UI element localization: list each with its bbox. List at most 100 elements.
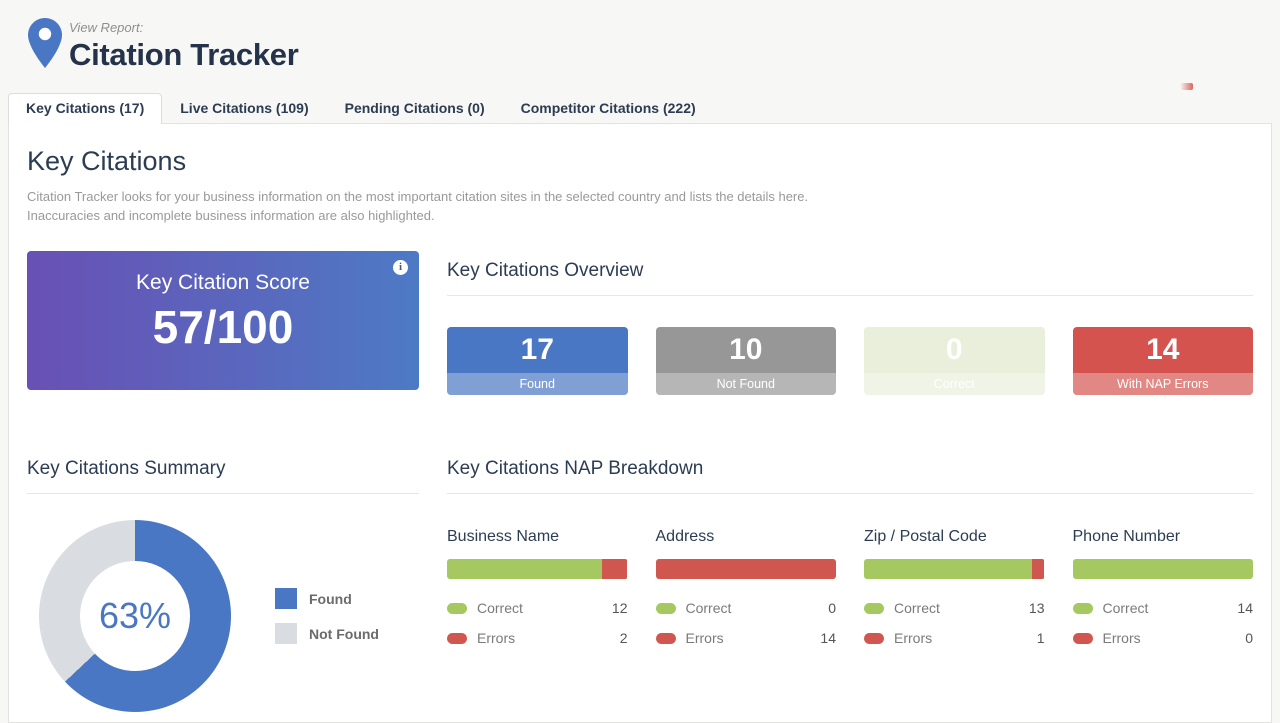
correct-row: Correct 0 — [655, 593, 836, 623]
nap-column: Business Name Correct 12 — [447, 528, 628, 653]
stat-card: 0 Correct — [864, 327, 1045, 395]
errors-value: 14 — [820, 630, 836, 646]
tab-label: Pending Citations (0) — [344, 100, 485, 116]
nap-column: Address Correct 0 — [655, 528, 836, 653]
correct-label: Correct — [685, 600, 732, 616]
tab-label: Competitor Citations (222) — [520, 100, 696, 116]
stat-card: 10 Not Found — [655, 327, 836, 395]
errors-row: Errors 1 — [864, 623, 1045, 653]
stat-card: 17 Found — [447, 327, 628, 395]
score-card-value: 57/100 — [152, 301, 294, 353]
correct-pill-icon — [447, 602, 467, 614]
errors-row: Errors 0 — [1072, 623, 1253, 653]
bar-correct-segment — [1072, 559, 1253, 579]
tab-label: Key Citations (17) — [26, 100, 145, 116]
correct-row: Correct 14 — [1072, 593, 1253, 623]
score-card-label: Key Citation Score — [136, 271, 310, 294]
legend-item: Found — [275, 588, 379, 609]
bar-correct-segment — [864, 559, 1032, 579]
report-tab[interactable]: Live Citations (109) — [162, 93, 326, 123]
errors-label: Errors — [685, 630, 724, 646]
donut-hole: 63% — [80, 561, 190, 671]
stat-value: 10 — [729, 333, 763, 366]
nap-stacked-bar — [447, 559, 628, 579]
correct-pill-icon — [864, 602, 884, 614]
errors-value: 0 — [1245, 630, 1253, 646]
nap-column-title: Business Name — [447, 528, 560, 545]
top-row: i Key Citation Score 57/100 Key Citation… — [27, 251, 1253, 395]
correct-value: 0 — [828, 600, 836, 616]
report-tab[interactable]: Key Citations (17) — [8, 93, 163, 124]
nap-column-title: Phone Number — [1072, 528, 1181, 545]
errors-pill-icon — [655, 632, 676, 644]
report-panel: Key Citations Citation Tracker looks for… — [8, 123, 1272, 723]
correct-pill-icon — [655, 602, 676, 614]
nap-column: Phone Number Correct 14 — [1072, 528, 1253, 653]
overview-stat-cards: 17 Found 10 Not Found 0 Correct — [447, 327, 1253, 395]
errors-label: Errors — [1102, 630, 1141, 646]
stat-label: Correct — [864, 373, 1045, 395]
key-citations-description: Citation Tracker looks for your business… — [27, 189, 809, 223]
bar-errors-segment — [1031, 559, 1045, 579]
errors-label: Errors — [477, 630, 516, 646]
correct-row: Correct 12 — [447, 593, 628, 623]
stat-label: Not Found — [655, 373, 836, 395]
donut-percent-label: 63% — [98, 595, 172, 636]
stat-value: 17 — [520, 333, 554, 366]
page-title: Citation Tracker — [69, 37, 299, 72]
key-citation-score-card: i Key Citation Score 57/100 — [27, 251, 419, 390]
errors-row: Errors 14 — [655, 623, 836, 653]
nap-column-title: Zip / Postal Code — [864, 528, 987, 545]
bar-errors-segment — [655, 559, 836, 579]
chart-legend: Found Not Found — [275, 588, 379, 712]
errors-pill-icon — [1072, 632, 1093, 644]
header-text: View Report: Citation Tracker — [69, 18, 299, 73]
correct-pill-icon — [1072, 602, 1093, 614]
nap-column-title: Address — [655, 528, 715, 545]
nap-heading: Key Citations NAP Breakdown — [447, 458, 1253, 494]
nap-breakdown-section: Key Citations NAP Breakdown Business Nam… — [447, 449, 1253, 653]
stat-value: 0 — [945, 333, 963, 366]
errors-label: Errors — [894, 630, 933, 646]
correct-row: Correct 13 — [864, 593, 1045, 623]
summary-chart-area: 63% Found Not Found — [27, 520, 419, 712]
report-tab[interactable]: Competitor Citations (222) — [503, 93, 714, 123]
legend-label: Found — [309, 590, 352, 607]
location-pin-icon — [28, 18, 62, 68]
errors-row: Errors 2 — [447, 623, 628, 653]
errors-value: 2 — [619, 630, 628, 646]
nap-stacked-bar — [655, 559, 836, 579]
stat-label: Found — [447, 373, 628, 395]
stat-value: 14 — [1146, 333, 1180, 366]
overview-heading: Key Citations Overview — [447, 260, 1253, 296]
errors-pill-icon — [447, 632, 467, 644]
report-tab[interactable]: Pending Citations (0) — [327, 93, 503, 123]
correct-label: Correct — [894, 600, 940, 616]
tab-label: Live Citations (109) — [180, 100, 309, 116]
loading-artifact — [1180, 83, 1193, 90]
report-tabs: Key Citations (17) Live Citations (109) … — [0, 93, 1280, 124]
legend-swatch — [275, 588, 297, 609]
nap-columns: Business Name Correct 12 — [447, 528, 1253, 653]
nap-stacked-bar — [1072, 559, 1253, 579]
errors-pill-icon — [864, 632, 884, 644]
stat-label: With NAP Errors — [1072, 373, 1253, 395]
report-header: View Report: Citation Tracker — [0, 0, 1280, 72]
overview-section: Key Citations Overview 17 Found 10 Not F… — [447, 251, 1253, 395]
donut-chart: 63% — [39, 520, 231, 712]
bottom-row: Key Citations Summary 63% Found — [27, 449, 1253, 712]
correct-label: Correct — [1102, 600, 1149, 616]
bar-correct-segment — [447, 559, 602, 579]
bar-errors-segment — [601, 559, 628, 579]
stat-card: 14 With NAP Errors — [1072, 327, 1253, 395]
key-citations-heading: Key Citations — [27, 146, 187, 176]
nap-stacked-bar — [864, 559, 1045, 579]
info-icon[interactable]: i — [393, 260, 408, 275]
view-report-label: View Report: — [69, 20, 144, 35]
errors-value: 1 — [1036, 630, 1045, 646]
correct-value: 13 — [1028, 600, 1045, 616]
legend-label: Not Found — [309, 625, 379, 642]
legend-item: Not Found — [275, 623, 379, 644]
summary-heading: Key Citations Summary — [27, 458, 419, 494]
